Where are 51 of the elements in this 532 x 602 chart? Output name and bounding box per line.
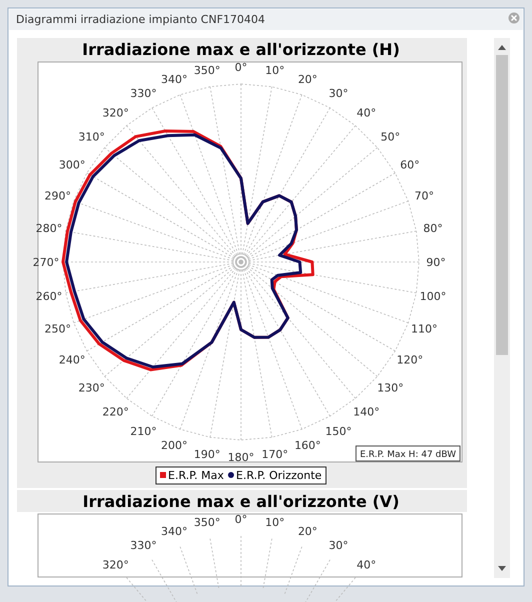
spoke-label: 140°: [353, 405, 380, 418]
spoke-label: 310°: [78, 130, 105, 144]
spoke-label: 290°: [44, 189, 72, 202]
text: Diagrammi irradiazione impianto CNF170404: [16, 13, 266, 26]
spoke-label: 200°: [161, 439, 188, 452]
text: 20°: [298, 524, 318, 538]
text: 40°: [356, 558, 376, 572]
spoke-label: 60°: [400, 158, 420, 172]
spoke-label: 70°: [414, 189, 434, 202]
spoke-label: 280°: [36, 222, 62, 236]
spoke-label: 240°: [58, 354, 86, 366]
text: Irradiazione max e all'orizzonte (V): [82, 492, 400, 511]
spoke-label: 300°: [58, 158, 86, 172]
text: 350°: [194, 516, 220, 529]
spoke-label: 20°: [298, 72, 318, 86]
text: 330°: [130, 539, 157, 552]
spoke-label: 350°: [194, 64, 220, 77]
spoke-label: 160°: [294, 439, 321, 452]
text: 340°: [161, 524, 188, 538]
spoke-label: 110°: [410, 322, 438, 336]
spoke-label: 120°: [396, 354, 424, 366]
spoke-label: 230°: [78, 381, 105, 394]
spoke-label: 100°: [420, 290, 446, 303]
spoke-label: 330°: [130, 87, 157, 100]
spoke-label: 250°: [44, 322, 72, 336]
legend-label: E.R.P. Max: [168, 469, 224, 482]
spoke-label: 30°: [328, 87, 348, 100]
spoke-label: 90°: [426, 256, 446, 269]
spoke-label: 180°: [228, 451, 254, 464]
spoke-label: 0°: [234, 61, 248, 74]
spoke-label: 80°: [423, 222, 443, 236]
text: E.R.P. Max H: 47 dBW: [360, 450, 456, 460]
spoke-label: 260°: [36, 290, 62, 303]
spoke-label: 210°: [130, 424, 157, 438]
text: 30°: [328, 539, 348, 552]
text: 10°: [265, 516, 285, 529]
chart-title: Irradiazione max e all'orizzonte (H): [82, 40, 400, 59]
legend-label: E.R.P. Orizzonte: [236, 469, 322, 482]
spoke-label: 270°: [32, 256, 60, 269]
spoke-label: 190°: [194, 448, 220, 462]
text: 0°: [234, 513, 248, 526]
spoke-label: 170°: [262, 448, 288, 462]
text: 320°: [102, 558, 129, 572]
spoke-label: 220°: [102, 405, 129, 418]
spoke-label: 340°: [161, 72, 188, 86]
spoke-label: 320°: [102, 106, 129, 120]
spoke-label: 40°: [356, 106, 376, 120]
spoke-label: 130°: [377, 381, 404, 394]
spoke-label: 10°: [265, 64, 285, 77]
spoke-label: 150°: [325, 424, 352, 438]
spoke-label: 50°: [380, 130, 400, 144]
